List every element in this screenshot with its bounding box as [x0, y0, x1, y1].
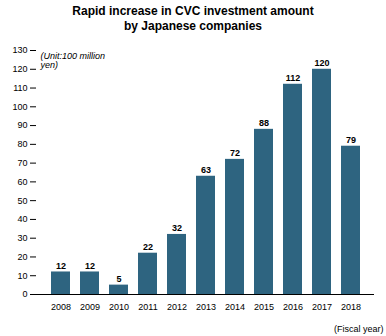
- svg-text:110: 110: [13, 83, 27, 93]
- svg-text:5: 5: [116, 274, 121, 284]
- svg-text:2016: 2016: [283, 302, 303, 312]
- svg-text:100: 100: [12, 102, 27, 112]
- svg-text:60: 60: [17, 177, 27, 187]
- svg-text:20: 20: [17, 252, 27, 262]
- svg-text:2015: 2015: [254, 302, 274, 312]
- svg-text:(Unit:100 millionyen): (Unit:100 millionyen): [40, 51, 106, 70]
- svg-text:72: 72: [230, 148, 240, 158]
- svg-text:10: 10: [17, 271, 27, 281]
- svg-text:2010: 2010: [109, 302, 129, 312]
- svg-text:120: 120: [12, 64, 27, 74]
- svg-text:2018: 2018: [341, 302, 361, 312]
- svg-text:130: 130: [12, 45, 27, 55]
- svg-text:12: 12: [85, 261, 95, 271]
- svg-text:80: 80: [17, 139, 27, 149]
- svg-text:2009: 2009: [80, 302, 100, 312]
- svg-text:0: 0: [22, 289, 27, 299]
- svg-text:2011: 2011: [138, 302, 157, 312]
- svg-text:112: 112: [286, 73, 301, 83]
- svg-text:70: 70: [17, 158, 27, 168]
- svg-text:2014: 2014: [225, 302, 245, 312]
- svg-text:(Fiscal year): (Fiscal year): [334, 324, 384, 334]
- svg-text:120: 120: [314, 58, 329, 68]
- svg-text:2012: 2012: [167, 302, 187, 312]
- svg-text:22: 22: [143, 242, 153, 252]
- svg-text:2008: 2008: [51, 302, 71, 312]
- svg-text:88: 88: [259, 118, 269, 128]
- svg-text:63: 63: [201, 165, 211, 175]
- svg-text:50: 50: [17, 196, 27, 206]
- svg-text:90: 90: [17, 120, 27, 130]
- svg-text:12: 12: [56, 261, 66, 271]
- svg-text:79: 79: [346, 135, 356, 145]
- svg-text:40: 40: [17, 214, 27, 224]
- svg-text:30: 30: [17, 233, 27, 243]
- svg-text:2013: 2013: [196, 302, 216, 312]
- html-text:Rapid increase in CVC investme: Rapid increase in CVC investment amount …: [72, 4, 314, 33]
- svg-text:32: 32: [172, 223, 182, 233]
- svg-text:2017: 2017: [312, 302, 332, 312]
